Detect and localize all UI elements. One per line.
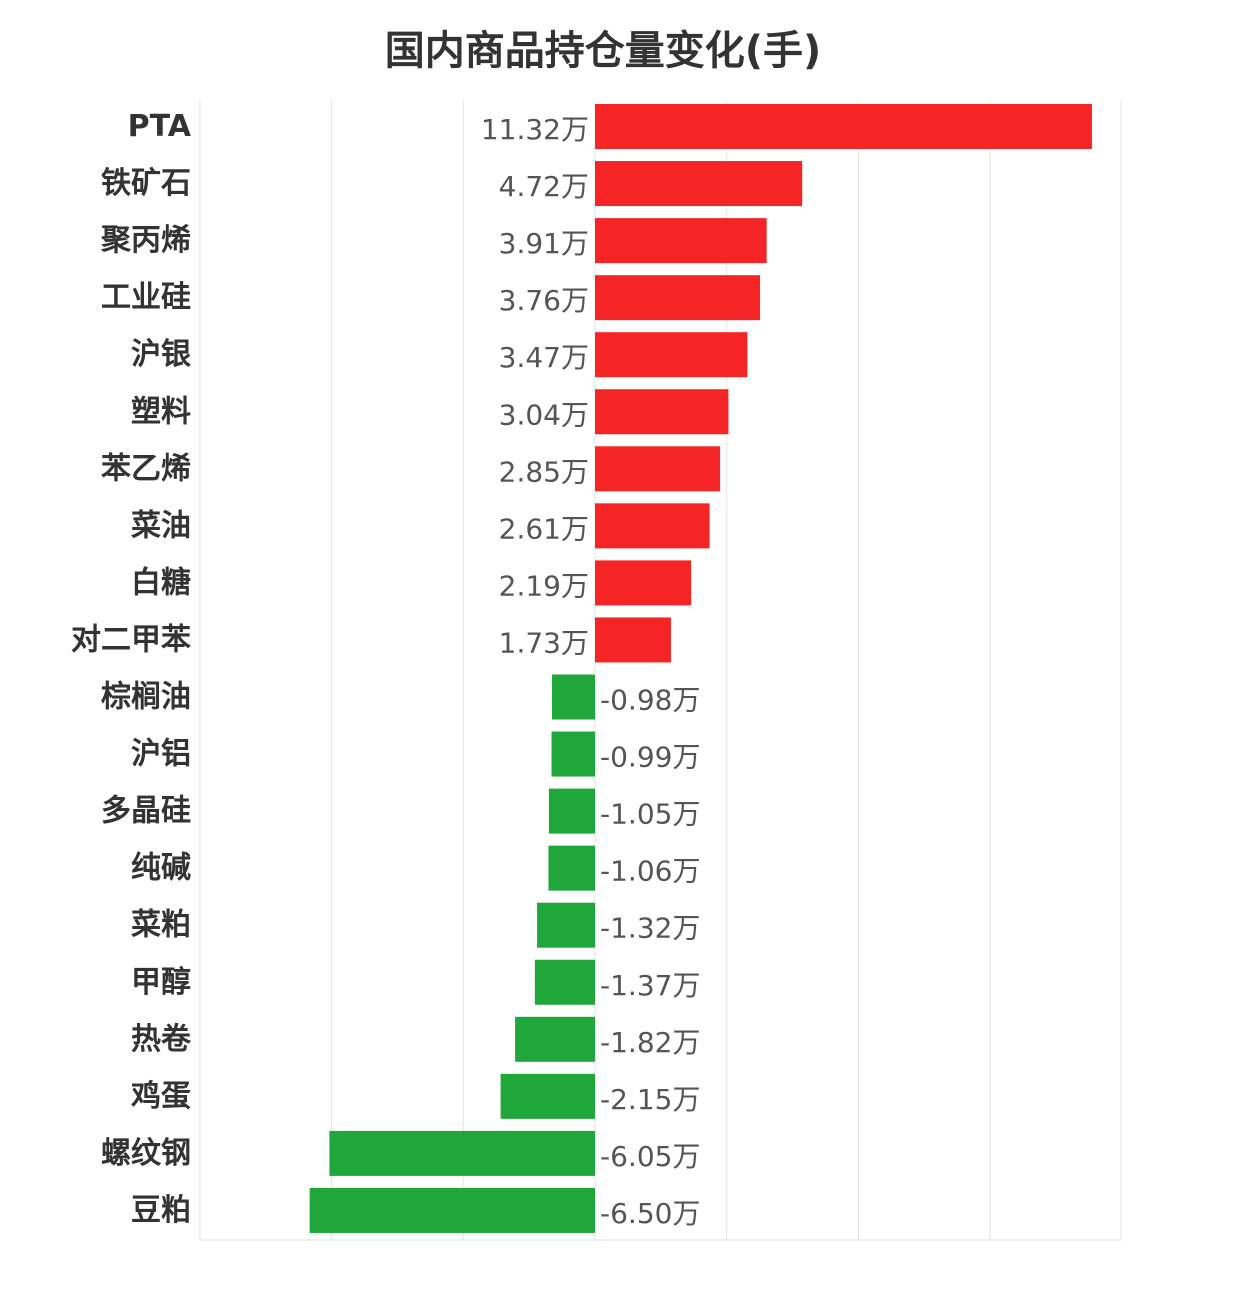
chart-title: 国内商品持仓量变化(手) [384,28,822,74]
bar [537,902,595,948]
bar [551,731,595,777]
category-label: 棕榈油 [101,680,191,715]
category-label: 菜粕 [131,908,191,943]
data-label: 3.04万 [499,398,589,431]
data-label: 11.32万 [481,113,589,146]
category-label: 对二甲苯 [71,622,191,657]
data-label: -0.98万 [600,684,700,717]
category-label: 纯碱 [131,851,191,886]
data-label: -1.05万 [600,798,700,831]
bar [595,446,721,492]
category-labels: PTA 铁矿石聚丙烯工业硅沪银塑料苯乙烯菜油白糖对二甲苯棕榈油沪铝多晶硅纯碱菜粕甲… [71,109,192,1228]
data-label: 3.47万 [499,341,589,374]
category-label: 螺纹钢 [101,1136,191,1171]
bar [500,1073,595,1119]
data-label: 3.91万 [499,227,589,260]
data-label: 3.76万 [499,284,589,317]
bar [534,959,595,1005]
bar [548,788,595,834]
category-label: 聚丙烯 [100,223,191,258]
data-label: -1.82万 [600,1026,700,1059]
data-label: 1.73万 [499,626,589,659]
category-label: 甲醇 [131,965,191,1000]
bar [329,1130,595,1176]
data-label: -2.15万 [600,1083,700,1116]
bar [309,1187,595,1233]
category-label: 铁矿石 [101,166,191,201]
bar [595,560,692,606]
category-label: PTA [128,109,192,144]
bar [595,617,671,663]
data-label: 4.72万 [499,170,589,203]
bar [548,845,595,891]
category-label: 工业硅 [101,280,191,315]
data-label: -6.05万 [600,1140,700,1173]
data-label: -1.06万 [600,855,700,888]
data-label: 2.85万 [499,455,589,488]
value-labels: 11.32万 4.72万 3.91万 3.76万 3.47万 3.04万 2.85万 2.61… [481,113,701,1230]
category-label: 多晶硅 [101,794,191,829]
bar [595,332,748,378]
bar [595,389,729,435]
bar [515,1016,595,1062]
bar [551,674,595,720]
category-label: 苯乙烯 [101,451,191,486]
data-label: 2.61万 [499,512,589,545]
category-label: 沪铝 [131,737,191,772]
category-label: 热卷 [131,1022,192,1057]
category-label: 白糖 [131,565,191,600]
bar [595,218,767,264]
grid-lines [199,100,1122,1241]
bar [595,503,710,549]
category-label: 沪银 [131,337,191,372]
data-label: 2.19万 [499,569,589,602]
bars [309,104,1092,1233]
category-label: 鸡蛋 [131,1079,191,1114]
data-label: -6.50万 [600,1197,700,1230]
bar [595,161,803,207]
category-label: 豆粕 [131,1193,191,1228]
category-label: 塑料 [131,394,191,429]
data-label: -1.32万 [600,912,700,945]
bar [595,104,1092,149]
bar [595,275,761,321]
data-label: -0.99万 [600,741,700,774]
category-label: 菜油 [131,508,191,543]
data-label: -1.37万 [600,969,700,1002]
